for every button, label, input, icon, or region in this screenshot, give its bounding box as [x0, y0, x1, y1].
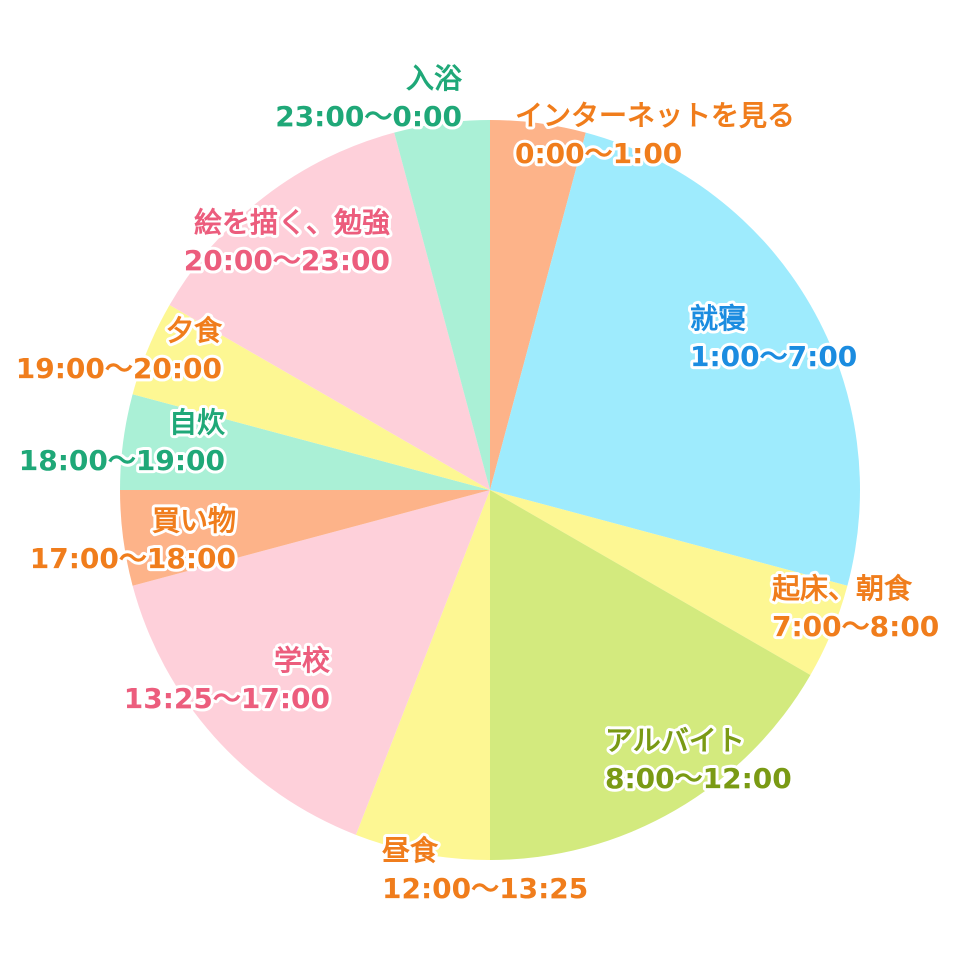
slice-time-range-label: 8:00〜12:00 — [605, 762, 792, 795]
pie-slice — [132, 490, 491, 835]
pie-slices — [120, 120, 860, 861]
pie-slice — [490, 490, 811, 860]
slice-activity-label: 昼食 — [382, 834, 439, 867]
slice-activity-label: 学校 — [274, 644, 331, 677]
slice-activity-label: 絵を描く、勉強 — [194, 206, 390, 239]
pie-labels: インターネットを見る 0:00〜1:00 就寝 1:00〜7:00 起床、朝食 7:00〜… — [13, 59, 943, 908]
slice-time-range-label: 20:00〜23:00 — [184, 244, 390, 277]
pie-slice — [132, 305, 491, 490]
slice-activity-label: 就寝 — [690, 302, 746, 335]
pie-slice — [490, 490, 848, 675]
slice-activity-label: 自炊 — [169, 406, 226, 439]
slice-time-range-label: 18:00〜19:00 — [19, 444, 225, 477]
slice-time-range-label: 1:00〜7:00 — [690, 340, 857, 373]
pie-slice — [120, 394, 490, 490]
pie-slice — [394, 120, 490, 490]
slice-activity-label: 入浴 — [406, 62, 463, 95]
slice-time-range-label: 7:00〜8:00 — [772, 610, 939, 643]
pie-slice — [490, 120, 586, 490]
slice-time-range-label: 12:00〜13:25 — [382, 872, 588, 905]
slice-time-range-label: 0:00〜1:00 — [515, 137, 682, 170]
pie-slice — [490, 132, 860, 586]
slice-time-range-label: 19:00〜20:00 — [16, 352, 222, 385]
slice-time-range-label: 17:00〜18:00 — [30, 542, 236, 575]
pie-slice — [169, 132, 490, 491]
slice-activity-label: アルバイト — [605, 724, 745, 757]
slice-activity-label: 夕食 — [166, 314, 223, 347]
slice-activity-label: 買い物 — [152, 504, 236, 537]
slice-activity-label: インターネットを見る — [515, 99, 795, 132]
slice-time-range-label: 23:00〜0:00 — [275, 100, 462, 133]
slice-activity-label: 起床、朝食 — [772, 572, 913, 605]
slice-time-range-label: 13:25〜17:00 — [124, 682, 330, 715]
pie-slice — [120, 490, 490, 586]
pie-slice — [355, 490, 490, 861]
